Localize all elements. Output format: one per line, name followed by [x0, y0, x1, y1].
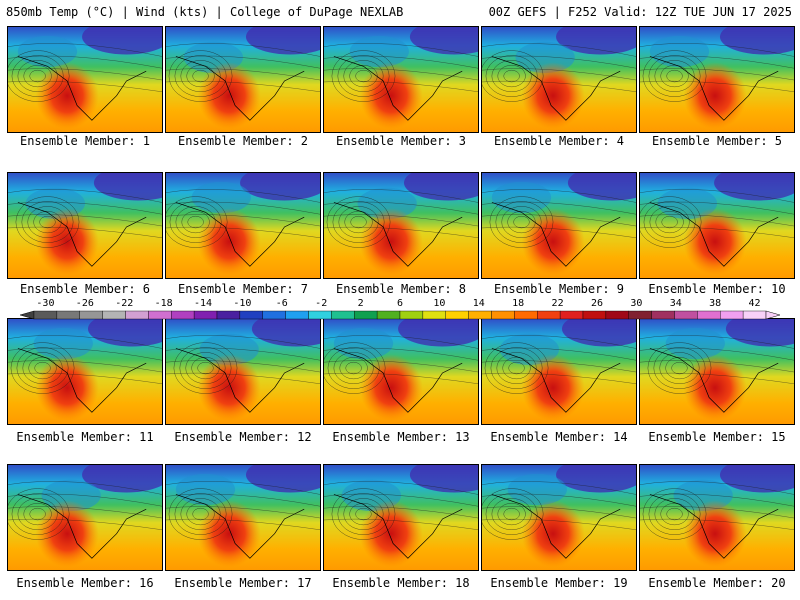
- colorbar-high-arrow: [765, 310, 781, 320]
- colorbar-swatch: [674, 310, 698, 320]
- ensemble-map-panel: [7, 26, 163, 133]
- colorbar-swatch: [399, 310, 424, 320]
- ensemble-member-caption: Ensemble Member: 10: [648, 282, 786, 296]
- ensemble-member-caption: Ensemble Member: 13: [332, 430, 470, 444]
- ensemble-map-panel: [481, 464, 637, 571]
- colorbar-tick-label: 42: [749, 298, 761, 309]
- colorbar-swatch: [193, 310, 218, 320]
- ensemble-member-caption: Ensemble Member: 14: [490, 430, 628, 444]
- colorbar-tick-label: 6: [397, 298, 403, 309]
- ensemble-map-panel: [165, 26, 321, 133]
- colorbar-swatch: [582, 310, 607, 320]
- colorbar-swatch: [559, 310, 584, 320]
- colorbar-swatch: [605, 310, 629, 320]
- colorbar-swatch: [239, 310, 263, 320]
- colorbar-swatch: [514, 310, 538, 320]
- colorbar-tick-label: 26: [591, 298, 603, 309]
- colorbar-swatch: [697, 310, 721, 320]
- chart-header-left: 850mb Temp (°C) | Wind (kts) | College o…: [6, 5, 404, 19]
- colorbar-swatch: [537, 310, 561, 320]
- chart-header-right: 00Z GEFS | F252 Valid: 12Z TUE JUN 17 20…: [488, 5, 792, 19]
- ensemble-map-panel: [165, 464, 321, 571]
- colorbar-tick-label: 14: [473, 298, 485, 309]
- colorbar-swatch: [171, 310, 195, 320]
- colorbar-swatch: [468, 310, 492, 320]
- ensemble-member-caption: Ensemble Member: 5: [651, 134, 783, 148]
- ensemble-member-caption: Ensemble Member: 3: [335, 134, 467, 148]
- colorbar-swatch: [720, 310, 744, 320]
- ensemble-member-caption: Ensemble Member: 6: [19, 282, 151, 296]
- ensemble-map-panel: [165, 172, 321, 279]
- ensemble-member-caption: Ensemble Member: 20: [648, 576, 786, 590]
- colorbar-tick-label: 2: [358, 298, 364, 309]
- ensemble-map-panel: [323, 26, 479, 133]
- ensemble-map-panel: [323, 318, 479, 425]
- ensemble-member-caption: Ensemble Member: 16: [16, 576, 154, 590]
- ensemble-map-panel: [323, 172, 479, 279]
- ensemble-map-panel: [481, 318, 637, 425]
- ensemble-map-panel: [639, 26, 795, 133]
- colorbar-swatch: [148, 310, 172, 320]
- colorbar-tick-label: -2: [315, 298, 327, 309]
- ensemble-member-caption: Ensemble Member: 9: [493, 282, 625, 296]
- ensemble-map-panel: [639, 318, 795, 425]
- ensemble-member-caption: Ensemble Member: 2: [177, 134, 309, 148]
- colorbar-swatch: [422, 310, 446, 320]
- colorbar-tick-label: 30: [630, 298, 642, 309]
- colorbar-tick-label: 18: [512, 298, 524, 309]
- colorbar-tick-label: 34: [670, 298, 682, 309]
- temperature-colorbar: -30 -26 -22 -18 -14 -10 -6 -2 2 6 10 14 18 22 26 30 34 38…: [19, 298, 781, 320]
- ensemble-member-caption: Ensemble Member: 11: [16, 430, 154, 444]
- colorbar-swatch: [308, 310, 332, 320]
- colorbar-swatch: [216, 310, 241, 320]
- ensemble-map-panel: [7, 464, 163, 571]
- ensemble-member-caption: Ensemble Member: 12: [174, 430, 312, 444]
- colorbar-tick-label: -30: [36, 298, 54, 309]
- colorbar-tick-label: -22: [115, 298, 133, 309]
- colorbar-swatch: [125, 310, 149, 320]
- colorbar-tick-label: -14: [194, 298, 212, 309]
- colorbar-swatch: [56, 310, 80, 320]
- colorbar-swatch: [102, 310, 126, 320]
- colorbar-tick-label: -10: [233, 298, 251, 309]
- ensemble-member-caption: Ensemble Member: 15: [648, 430, 786, 444]
- ensemble-map-panel: [481, 26, 637, 133]
- colorbar-swatch: [628, 310, 652, 320]
- colorbar-low-arrow: [19, 310, 35, 320]
- colorbar-tick-label: -6: [276, 298, 288, 309]
- colorbar-tick-label: 38: [709, 298, 721, 309]
- ensemble-member-caption: Ensemble Member: 1: [19, 134, 151, 148]
- ensemble-map-panel: [7, 318, 163, 425]
- ensemble-member-caption: Ensemble Member: 19: [490, 576, 628, 590]
- ensemble-map-panel: [7, 172, 163, 279]
- ensemble-map-panel: [481, 172, 637, 279]
- colorbar-swatch: [491, 310, 515, 320]
- colorbar-swatch: [285, 310, 309, 320]
- colorbar-swatch: [262, 310, 286, 320]
- colorbar-swatch: [742, 310, 767, 320]
- ensemble-map-panel: [165, 318, 321, 425]
- ensemble-member-caption: Ensemble Member: 8: [335, 282, 467, 296]
- colorbar-tick-label: 22: [552, 298, 564, 309]
- ensemble-map-panel: [639, 464, 795, 571]
- colorbar-swatch: [354, 310, 378, 320]
- ensemble-member-caption: Ensemble Member: 17: [174, 576, 312, 590]
- ensemble-map-panel: [323, 464, 479, 571]
- colorbar-tick-label: 10: [433, 298, 445, 309]
- ensemble-member-caption: Ensemble Member: 18: [332, 576, 470, 590]
- colorbar-swatch: [33, 310, 58, 320]
- colorbar-swatch: [445, 310, 469, 320]
- colorbar-swatch: [376, 310, 401, 320]
- colorbar-swatch: [331, 310, 355, 320]
- ensemble-map-panel: [639, 172, 795, 279]
- colorbar-tick-label: -18: [155, 298, 173, 309]
- colorbar-tick-label: -26: [76, 298, 94, 309]
- colorbar-swatch: [651, 310, 675, 320]
- ensemble-member-caption: Ensemble Member: 4: [493, 134, 625, 148]
- colorbar-swatch: [79, 310, 103, 320]
- ensemble-member-caption: Ensemble Member: 7: [177, 282, 309, 296]
